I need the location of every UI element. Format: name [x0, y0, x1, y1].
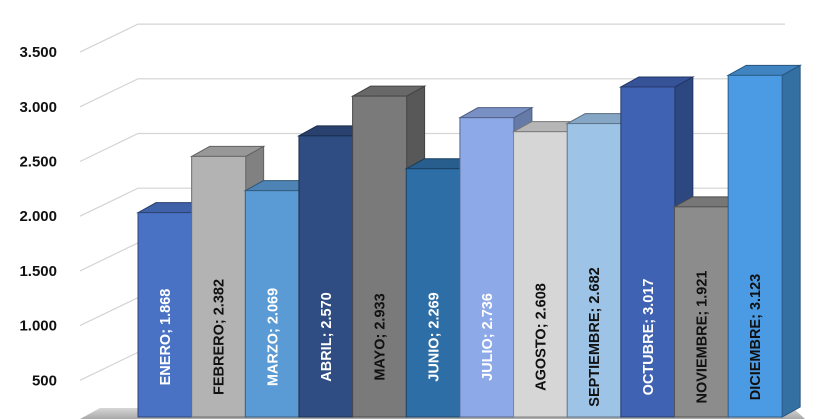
y-tick-label: 3.500 [19, 44, 57, 61]
bar-front [352, 95, 408, 418]
data-label: JUNIO; 2.269 [426, 292, 442, 381]
data-label: DICIEMBRE; 3.123 [748, 274, 764, 401]
bar-front [727, 74, 783, 418]
y-tick-label: 2.500 [19, 154, 57, 171]
bar-diciembre: DICIEMBRE; 3.123 [726, 64, 803, 418]
bar-front [405, 168, 461, 418]
y-tick-label: 3.000 [19, 99, 57, 116]
data-label: FEBRERO; 2.382 [212, 279, 228, 395]
gridline [79, 78, 785, 108]
data-label: ENERO; 1.868 [158, 289, 174, 386]
bar-front [298, 135, 354, 418]
data-label: JULIO; 2.736 [480, 293, 496, 381]
y-tick-label: 500 [32, 372, 57, 389]
bar-side [781, 64, 801, 418]
data-label: ABRIL; 2.570 [319, 292, 335, 381]
y-tick-label: 1.500 [19, 263, 57, 280]
data-label: MAYO; 2.933 [373, 293, 389, 380]
bar-front [566, 123, 622, 418]
y-axis-ticks: 500 1.000 1.500 2.000 2.500 3.000 3.500 [19, 44, 57, 389]
bars: ENERO; 1.868 FEBRERO; 2.382 MARZO; 2.069 AB… [136, 64, 803, 418]
data-label: MARZO; 2.069 [265, 288, 281, 386]
gridline [79, 23, 785, 53]
bar-front [244, 190, 300, 418]
data-label: SEPTIEMBRE; 2.682 [587, 267, 603, 406]
data-label: NOVIEMBRE; 1.921 [695, 271, 711, 404]
bar-front [459, 117, 515, 418]
y-tick-label: 2.000 [19, 208, 57, 225]
y-tick-label: 1.000 [19, 318, 57, 335]
data-label: OCTUBRE; 3.017 [641, 279, 657, 396]
data-label: AGOSTO; 2.608 [534, 283, 550, 391]
bar-front [513, 131, 569, 418]
bar-front [674, 206, 729, 418]
